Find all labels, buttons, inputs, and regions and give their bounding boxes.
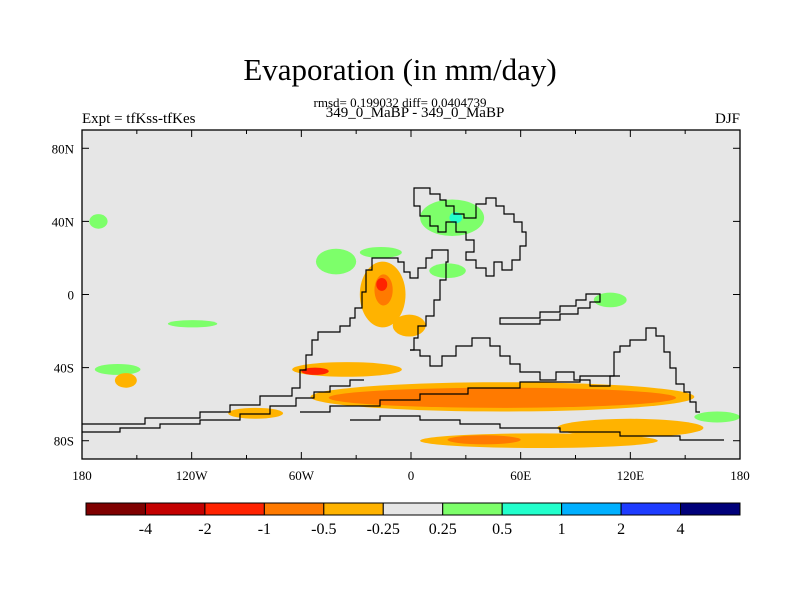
- colorbar-label-5: -0.25: [367, 521, 400, 538]
- x-tick-label-1: 120W: [176, 468, 209, 483]
- x-tick-label-5: 120E: [617, 468, 645, 483]
- case-label: 349_0_MaBP - 349_0_MaBP: [325, 105, 505, 121]
- contour-region-2: [167, 320, 218, 328]
- contour-region-4: [315, 248, 357, 275]
- contour-region-8: [429, 263, 466, 279]
- colorbar-box-2: [144, 502, 206, 516]
- y-tick-label-0: 80N: [52, 141, 75, 156]
- x-tick-label-6: 180: [730, 468, 750, 483]
- coastline-west-antarctic: [82, 379, 364, 433]
- map-axes: 180 120W 60W 0 60E 120E 180 80N 40N 0 40S 80S: [52, 130, 750, 483]
- colorbar-label-3: -1: [258, 521, 271, 538]
- coastline-eurasia: [413, 187, 527, 277]
- colorbar-label-10: 4: [677, 521, 685, 538]
- coastline-southern-ocean: [300, 375, 620, 413]
- contour-region-1: [89, 214, 108, 229]
- colorbar-box-5: [323, 502, 384, 516]
- colorbar-label-1: -4: [139, 521, 152, 538]
- chart-title: Evaporation (in mm/day): [243, 52, 557, 87]
- colorbar-box-3: [204, 502, 265, 516]
- colorbar-label-6: 0.25: [429, 521, 457, 538]
- contour-region-10: [694, 411, 740, 423]
- colorbar-box-9: [561, 502, 622, 516]
- contour-regions: [89, 199, 740, 449]
- contour-region-13: [376, 278, 388, 291]
- contour-region-16: [228, 407, 284, 419]
- x-tick-label-0: 180: [72, 468, 92, 483]
- colorbar-box-8: [501, 502, 563, 516]
- contour-region-23: [114, 373, 137, 388]
- colorbar-box-7: [442, 502, 503, 516]
- contour-region-9: [593, 292, 627, 308]
- y-tick-label-2: 0: [68, 288, 75, 303]
- colorbar-label-8: 1: [558, 521, 566, 538]
- contour-region-7: [449, 212, 463, 224]
- colorbar-label-7: 0.5: [492, 521, 512, 538]
- contour-region-18: [328, 387, 677, 408]
- colorbar-label-2: -2: [198, 521, 211, 538]
- colorbar-box-4: [263, 502, 325, 516]
- colorbar-box-1: [85, 502, 146, 516]
- coastline-indonesia: [499, 293, 601, 325]
- y-tick-label-1: 40N: [52, 214, 75, 229]
- colorbar-box-10: [620, 502, 682, 516]
- y-tick-label-4: 80S: [54, 434, 74, 449]
- contour-region-19: [301, 367, 329, 375]
- colorbar-label-4: -0.5: [311, 521, 336, 538]
- colorbar-box-11: [680, 502, 741, 516]
- coastline-east-antarctic: [350, 415, 724, 441]
- colorbar-box-6: [382, 502, 444, 516]
- coastline-outline: [82, 187, 724, 441]
- x-tick-label-2: 60W: [289, 468, 315, 483]
- x-tick-label-4: 60E: [510, 468, 531, 483]
- contour-region-22: [557, 418, 704, 438]
- experiment-label: Expt = tfKss-tfKes: [82, 111, 196, 127]
- chart-stats: rmsd= 0.199032 diff= 0.0404739: [313, 95, 487, 110]
- contour-region-5: [359, 246, 402, 258]
- contour-region-3: [94, 363, 141, 375]
- x-tick-label-3: 0: [408, 468, 415, 483]
- colorbar: -4 -2 -1 -0.5 -0.25 0.25 0.5 1 2 4: [85, 502, 741, 538]
- contour-region-14: [392, 314, 426, 337]
- y-tick-label-3: 40S: [54, 361, 74, 376]
- coastline-africa-asia: [410, 327, 700, 413]
- contour-region-21: [447, 435, 521, 445]
- colorbar-label-9: 2: [617, 521, 625, 538]
- coastline-north-america: [82, 249, 449, 425]
- season-label: DJF: [714, 111, 740, 127]
